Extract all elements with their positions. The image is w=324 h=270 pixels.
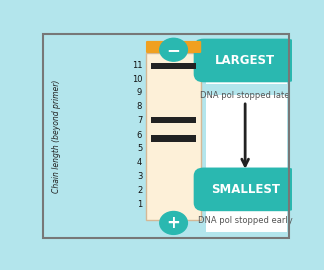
- Circle shape: [160, 38, 187, 61]
- Text: DNA pol stopped early: DNA pol stopped early: [198, 216, 293, 225]
- Text: 8: 8: [137, 102, 142, 111]
- Text: 5: 5: [137, 144, 142, 153]
- Bar: [206, 47, 287, 84]
- FancyBboxPatch shape: [194, 39, 297, 82]
- Text: +: +: [167, 214, 180, 232]
- Text: 10: 10: [132, 75, 142, 84]
- Text: 7: 7: [137, 116, 142, 125]
- Text: 6: 6: [137, 131, 142, 140]
- Text: Chain length (beyond primer): Chain length (beyond primer): [52, 80, 61, 193]
- FancyBboxPatch shape: [194, 167, 297, 211]
- Bar: [151, 63, 196, 69]
- Text: 1: 1: [137, 200, 142, 210]
- Text: DNA pol stopped late: DNA pol stopped late: [201, 91, 290, 100]
- Bar: [151, 117, 196, 123]
- Circle shape: [160, 211, 187, 234]
- Text: 3: 3: [137, 172, 142, 181]
- Bar: [206, 174, 287, 232]
- Text: −: −: [167, 41, 180, 59]
- Bar: [151, 135, 196, 141]
- Text: 2: 2: [137, 186, 142, 195]
- Bar: [206, 95, 287, 178]
- Text: LARGEST: LARGEST: [215, 54, 275, 67]
- Text: 11: 11: [132, 61, 142, 70]
- Text: SMALLEST: SMALLEST: [211, 183, 280, 196]
- Text: 4: 4: [137, 158, 142, 167]
- Bar: [146, 53, 201, 220]
- FancyBboxPatch shape: [146, 41, 201, 53]
- Text: 9: 9: [137, 88, 142, 97]
- Text: G*: G*: [168, 42, 179, 52]
